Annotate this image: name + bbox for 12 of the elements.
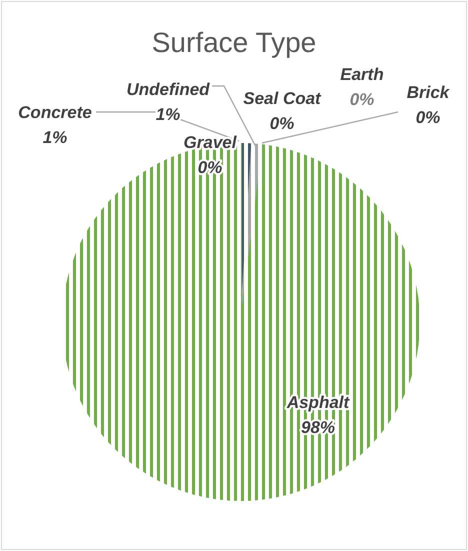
category-label: Earth — [340, 65, 384, 84]
category-label: Seal Coat — [243, 89, 321, 108]
slice-label: Undefined — [126, 80, 210, 99]
text: 0% — [350, 90, 374, 109]
category-label: Gravel — [184, 133, 236, 152]
text: 0% — [416, 108, 440, 127]
chart-title: Surface Type — [152, 27, 316, 58]
data-label: 1% — [42, 128, 68, 147]
text: 0% — [270, 114, 294, 133]
slice-label: Concrete — [18, 103, 92, 122]
category-label: Brick — [406, 83, 450, 102]
data-label: 1% — [156, 105, 180, 124]
